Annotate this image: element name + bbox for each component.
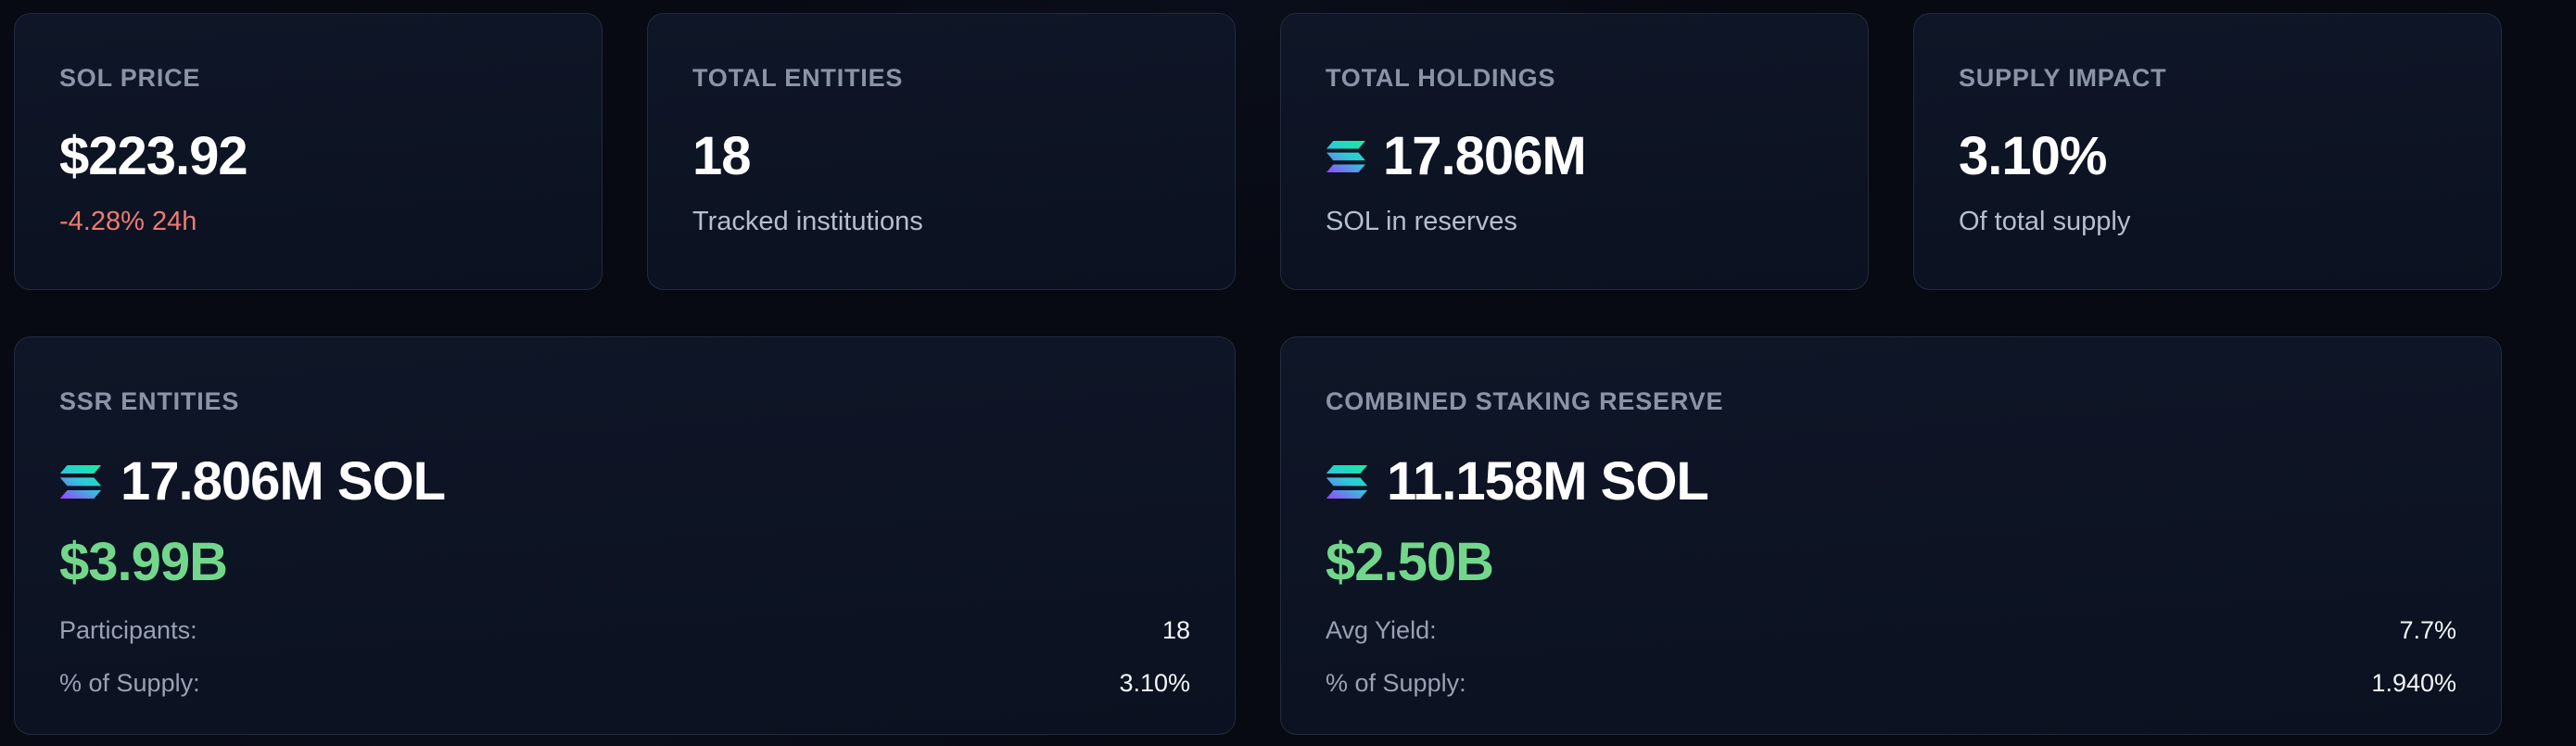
csr-detail-rows: Avg Yield: 7.7% % of Supply: 1.940% xyxy=(1326,615,2456,698)
row-label: Participants: xyxy=(59,616,197,645)
ssr-usd-value: $3.99B xyxy=(59,531,228,592)
total-holdings-value: 17.806M xyxy=(1383,126,1587,186)
csr-usd-value: $2.50B xyxy=(1326,531,1494,592)
stat-card-sol-price: SOL PRICE $223.92 -4.28% 24h xyxy=(14,13,603,290)
stat-label: TOTAL ENTITIES xyxy=(692,64,904,92)
row-value: 3.10% xyxy=(1119,668,1190,697)
ssr-sol-amount-row: 17.806M SOL xyxy=(59,451,1190,513)
ssr-detail-rows: Participants: 18 % of Supply: 3.10% xyxy=(59,615,1190,698)
panel-combined-staking-reserve: COMBINED STAKING RESERVE 11.158M SOL $2.… xyxy=(1280,336,2502,735)
solana-icon xyxy=(1326,141,1365,173)
total-holdings-row: 17.806M xyxy=(1326,126,1823,188)
panel-ssr-entities: SSR ENTITIES 17.806M SOL $3.99B Particip… xyxy=(14,336,1236,735)
detail-row-supply-pct: % of Supply: 1.940% xyxy=(1326,668,2456,698)
total-entities-value: 18 xyxy=(692,126,752,186)
panel-label: COMBINED STAKING RESERVE xyxy=(1326,387,1724,415)
row-label: % of Supply: xyxy=(59,668,200,697)
row-label: % of Supply: xyxy=(1326,668,1466,697)
stat-description: Tracked institutions xyxy=(692,206,923,236)
row-value: 1.940% xyxy=(2371,668,2456,697)
stat-card-supply-impact: SUPPLY IMPACT 3.10% Of total supply xyxy=(1913,13,2502,290)
supply-impact-value: 3.10% xyxy=(1959,126,2107,186)
sol-price-change: -4.28% 24h xyxy=(59,206,197,236)
stat-card-total-holdings: TOTAL HOLDINGS 17.806M SOL in reserves xyxy=(1280,13,1869,290)
stat-label: TOTAL HOLDINGS xyxy=(1326,64,1556,92)
csr-sol-amount: 11.158M SOL xyxy=(1387,451,1709,512)
solana-icon xyxy=(1326,465,1368,499)
stats-dashboard: SOL PRICE $223.92 -4.28% 24h TOTAL ENTIT… xyxy=(14,13,2502,735)
detail-row-participants: Participants: 18 xyxy=(59,615,1190,645)
stat-description: Of total supply xyxy=(1959,206,2131,236)
detail-row-avg-yield: Avg Yield: 7.7% xyxy=(1326,615,2456,645)
solana-icon xyxy=(59,465,102,499)
panel-label: SSR ENTITIES xyxy=(59,387,240,415)
row-value: 7.7% xyxy=(2399,616,2456,645)
stat-label: SUPPLY IMPACT xyxy=(1959,64,2167,92)
sol-price-value: $223.92 xyxy=(59,126,248,186)
row-label: Avg Yield: xyxy=(1326,616,1437,645)
stat-label: SOL PRICE xyxy=(59,64,201,92)
ssr-sol-amount: 17.806M SOL xyxy=(121,451,446,512)
stat-description: SOL in reserves xyxy=(1326,206,1517,236)
csr-sol-amount-row: 11.158M SOL xyxy=(1326,451,2456,513)
stat-card-total-entities: TOTAL ENTITIES 18 Tracked institutions xyxy=(647,13,1236,290)
detail-row-supply-pct: % of Supply: 3.10% xyxy=(59,668,1190,698)
row-value: 18 xyxy=(1161,616,1190,645)
